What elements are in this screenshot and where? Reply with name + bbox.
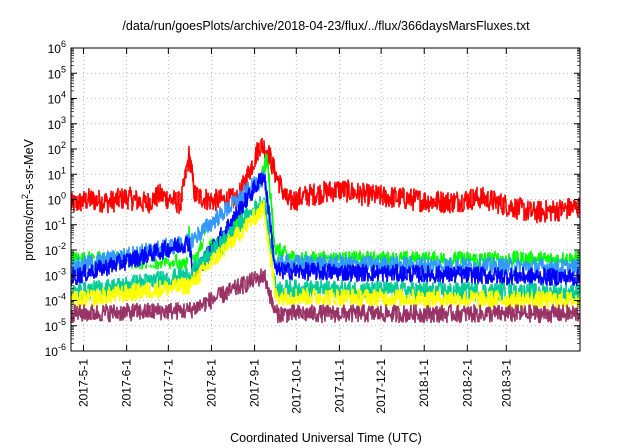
y-tick-exponent: 3	[61, 115, 66, 125]
y-tick-exponent: -3	[58, 266, 66, 276]
y-tick-label: 105	[48, 64, 66, 81]
y-axis-label-unit: -s-sr-MeV	[22, 138, 36, 194]
y-tick-base: 10	[45, 345, 59, 359]
series-line-7	[71, 268, 580, 324]
y-tick-label: 106	[48, 39, 66, 56]
y-tick-base: 10	[45, 295, 59, 309]
y-tick-label: 10-6	[45, 342, 66, 359]
y-tick-label: 10-4	[45, 292, 66, 309]
y-tick-base: 10	[45, 219, 59, 233]
y-tick-label: 10-3	[45, 266, 66, 283]
x-tick-label: 2017-7-1	[161, 359, 175, 407]
y-tick-exponent: -2	[58, 241, 66, 251]
y-axis-label-superscript: 2	[20, 194, 30, 199]
x-tick-label: 2017-10-1	[289, 359, 303, 414]
series-line-0	[71, 137, 580, 224]
y-tick-exponent: -6	[58, 342, 66, 352]
y-tick-base: 10	[48, 194, 62, 208]
y-tick-base: 10	[48, 143, 62, 157]
x-tick-label: 2017-11-1	[332, 359, 346, 413]
y-tick-exponent: 2	[61, 140, 66, 150]
y-axis: 10-610-510-410-310-210-11001011021031041…	[45, 39, 580, 359]
x-tick-label: 2017-5-1	[77, 359, 91, 407]
series-line-6	[71, 199, 580, 310]
x-tick-label: 2017-6-1	[120, 359, 134, 407]
y-tick-label: 10-2	[45, 241, 66, 258]
y-tick-label: 10-1	[45, 216, 66, 233]
x-tick-label: 2018-2-1	[460, 359, 474, 407]
y-tick-base: 10	[48, 42, 62, 56]
y-tick-label: 100	[48, 191, 66, 208]
y-tick-exponent: 0	[61, 191, 66, 201]
y-axis-label: protons/cm2-s-sr-MeV	[20, 138, 36, 260]
y-axis-label-main: protons/cm	[22, 199, 36, 261]
y-tick-label: 101	[48, 165, 66, 182]
y-tick-base: 10	[45, 269, 59, 283]
y-tick-exponent: 5	[61, 64, 66, 74]
y-tick-exponent: 6	[61, 39, 66, 49]
y-tick-label: 103	[48, 115, 66, 132]
y-tick-exponent: -4	[58, 292, 66, 302]
x-tick-label: 2017-8-1	[204, 359, 218, 407]
x-tick-label: 2018-1-1	[417, 359, 431, 407]
y-tick-label: 104	[48, 90, 66, 107]
y-tick-exponent: -5	[58, 317, 66, 327]
series-line-4	[71, 172, 580, 287]
y-tick-base: 10	[48, 93, 62, 107]
x-tick-label: 2017-12-1	[374, 359, 388, 414]
y-tick-base: 10	[48, 67, 62, 81]
x-tick-label: 2018-3-1	[499, 359, 513, 407]
x-tick-label: 2017-9-1	[248, 359, 262, 407]
y-tick-base: 10	[48, 168, 62, 182]
y-tick-label: 10-5	[45, 317, 66, 334]
y-tick-base: 10	[48, 118, 62, 132]
y-tick-exponent: 4	[61, 90, 66, 100]
x-axis: 2017-5-1 2017-6-1 2017-7-1 2017-8-1 2017-9-1…	[77, 48, 513, 414]
plot-area	[71, 137, 580, 324]
y-tick-exponent: -1	[58, 216, 66, 226]
y-tick-exponent: 1	[61, 165, 66, 175]
x-axis-label: Coordinated Universal Time (UTC)	[230, 431, 422, 445]
chart-title: /data/run/goesPlots/archive/2018-04-23/f…	[122, 19, 530, 33]
y-tick-base: 10	[45, 320, 59, 334]
y-tick-base: 10	[45, 244, 59, 258]
series-group	[71, 137, 580, 324]
y-tick-label: 102	[48, 140, 66, 157]
